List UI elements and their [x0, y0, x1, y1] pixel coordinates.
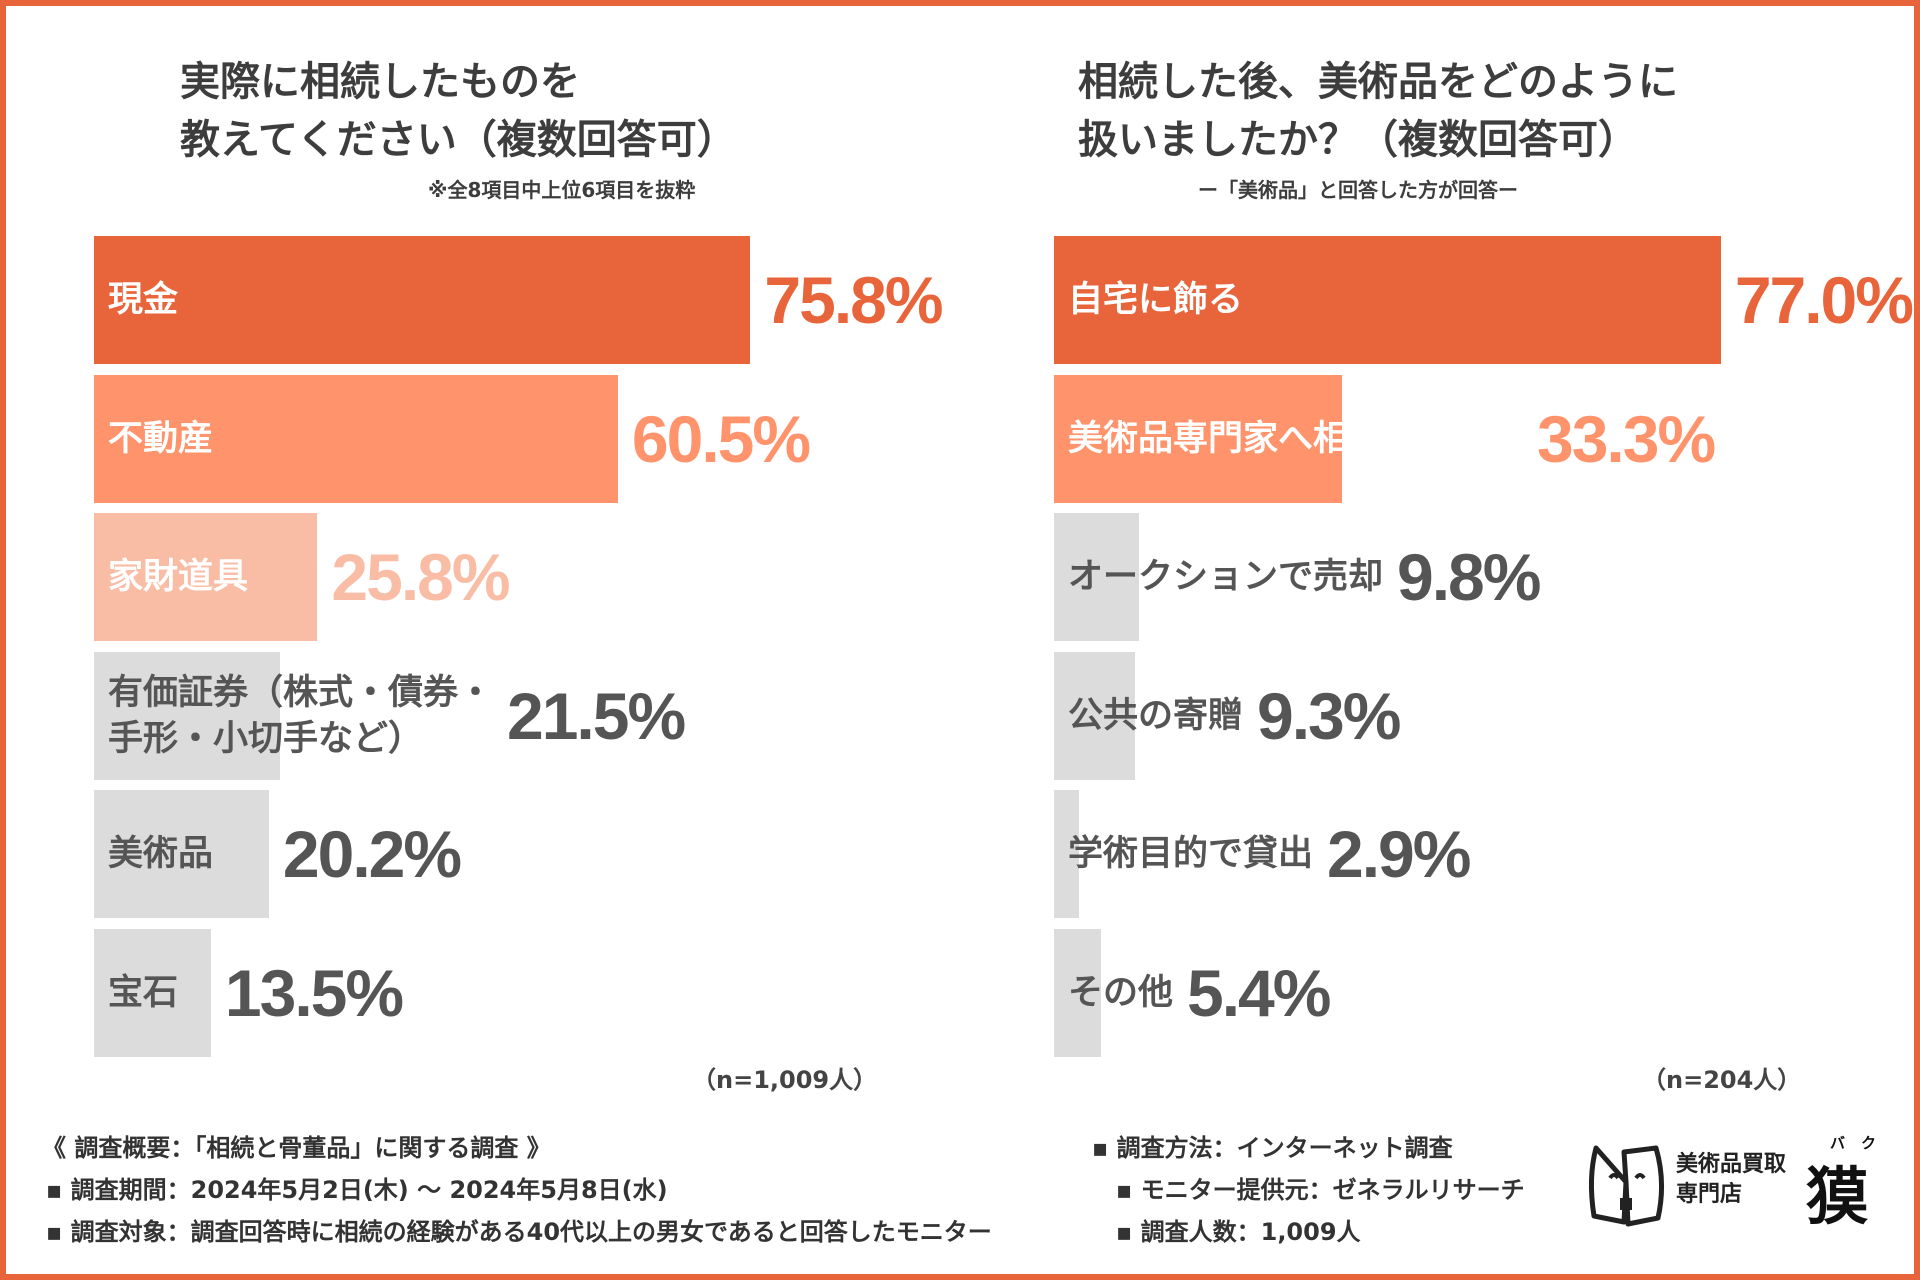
right-bar-5	[1054, 790, 1080, 919]
right-bar-label-6: その他	[1068, 973, 1174, 1013]
left-bar-value-6: 13.5%	[224, 956, 404, 1030]
left-bar-2	[94, 374, 618, 503]
left-sample-size: （n=1,009人）	[692, 1066, 878, 1094]
left-bar-value-2: 60.5%	[631, 401, 811, 476]
right-bar-6	[1054, 929, 1101, 1057]
right-bar-value-5: 2.9%	[1327, 817, 1471, 892]
right-chart-note: ー「美術品」と回答した方が回答ー	[1198, 178, 1518, 202]
left-bar-label-1: 現金	[108, 280, 179, 320]
right-bar-label-4: 公共の寄贈	[1068, 695, 1244, 736]
right-bar-1	[1054, 236, 1721, 364]
left-chart-note: ※全8項目中上位6項目を抜粋	[428, 178, 696, 202]
right-bar-value-2: 33.3%	[1537, 401, 1716, 476]
right-bar-value-4: 9.3%	[1257, 678, 1401, 753]
left-bar-5	[94, 790, 269, 919]
logo-ruby: バク	[1830, 1134, 1893, 1152]
left-bar-label-3: 家財道具	[108, 557, 249, 598]
right-bar-value-3: 9.8%	[1397, 540, 1541, 615]
right-bar-value-6: 5.4%	[1187, 956, 1331, 1030]
logo-line1: 美術品買取	[1676, 1152, 1787, 1177]
right-bar-3	[1054, 513, 1139, 642]
right-bar-label-3: オークションで売却	[1068, 557, 1384, 598]
right-bar-label-2: 美術品専門家へ相談後、売却	[1068, 418, 1524, 459]
left-chart-title-line1: 実際に相続したものを	[180, 59, 580, 105]
survey-overview: 《 調査概要：「相続と骨董品」に関する調査 》	[42, 1134, 551, 1162]
right-chart-title-line2: 扱いましたか？（複数回答可）	[1078, 117, 1638, 163]
left-bar-3	[94, 513, 318, 642]
left-bar-1	[94, 236, 751, 364]
left-bar-6	[94, 929, 211, 1057]
tapir-mask-icon	[1588, 1145, 1665, 1227]
left-bar-value-4: 21.5%	[507, 678, 686, 753]
right-bar-4	[1054, 651, 1135, 780]
left-bar-label-4: 有価証券（株式・債券・ 手形・小切手など）	[108, 672, 494, 759]
survey-method: ▪ 調査方法：インターネット調査	[1092, 1134, 1453, 1162]
right-bar-label-1: 自宅に飾る	[1068, 280, 1244, 320]
logo-kanji: 獏	[1806, 1160, 1869, 1233]
right-chart-title-line1: 相続した後、美術品をどのように	[1078, 59, 1678, 105]
left-bar-value-5: 20.2%	[282, 817, 462, 892]
right-bar-value-1: 77.0%	[1734, 263, 1914, 337]
left-bar-value-3: 25.8%	[331, 540, 510, 615]
right-bar-2	[1054, 374, 1343, 503]
survey-provider: ▪ モニター提供元：ゼネラルリサーチ	[1116, 1176, 1525, 1204]
right-bar-label-5: 学術目的で貸出	[1068, 834, 1314, 875]
left-bar-label-2: 不動産	[108, 418, 214, 459]
right-sample-size: （n=204人）	[1642, 1066, 1802, 1094]
logo-line2: 専門店	[1676, 1182, 1743, 1207]
left-bar-label-6: 宝石	[108, 973, 179, 1013]
left-bar-value-1: 75.8%	[764, 263, 943, 337]
survey-period: ▪ 調査期間：2024年5月2日(木) 〜 2024年5月8日(水)	[46, 1176, 668, 1204]
survey-target: ▪ 調査対象：調査回答時に相続の経験がある40代以上の男女であると回答したモニタ…	[46, 1218, 992, 1246]
left-bar-4	[94, 651, 281, 780]
survey-count: ▪ 調査人数：1,009人	[1116, 1218, 1361, 1246]
left-bar-label-5: 美術品	[108, 834, 214, 875]
left-chart-title-line2: 教えてください（複数回答可）	[180, 117, 737, 163]
